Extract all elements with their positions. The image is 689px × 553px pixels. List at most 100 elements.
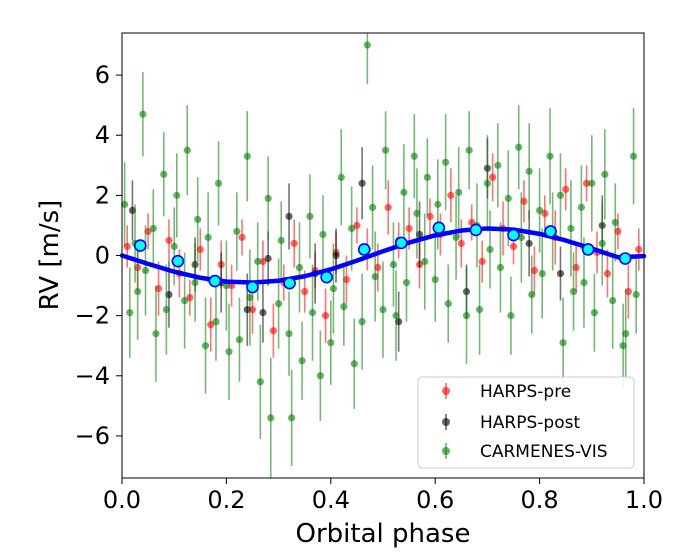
carmenes-vis-point [358, 318, 366, 326]
carmenes-vis-point [256, 378, 264, 386]
binned-point [544, 225, 557, 238]
harps-pre-point [530, 266, 538, 275]
harps-pre-point [186, 293, 194, 302]
harps-pre-point [321, 312, 330, 320]
carmenes-vis-point [609, 297, 617, 305]
carmenes-vis-point [183, 146, 191, 154]
carmenes-vis-point [212, 318, 220, 326]
y-axis-label: RV [m/s] [35, 200, 65, 311]
carmenes-vis-point [152, 330, 160, 338]
carmenes-vis-point [494, 161, 502, 169]
binned-point [507, 228, 520, 242]
carmenes-vis-point [590, 309, 599, 317]
carmenes-vis-point [285, 330, 293, 338]
carmenes-vis-point [515, 143, 523, 151]
carmenes-vis-point [504, 194, 512, 202]
carmenes-vis-point [319, 230, 327, 239]
legend-entry-harps-pre: HARPS-pre [442, 382, 571, 402]
binned-point [133, 239, 147, 252]
harps-pre-point [269, 327, 277, 335]
harps-pre-point [123, 242, 131, 251]
carmenes-vis-point [149, 224, 157, 233]
carmenes-vis-point [629, 152, 638, 160]
carmenes-vis-point [483, 179, 491, 187]
harps-pre-point [457, 239, 465, 248]
harps-pre-point [290, 239, 298, 248]
carmenes-vis-point [327, 339, 335, 347]
harps-pre-point [541, 209, 549, 218]
harps-post-point [264, 254, 272, 263]
legend-label-harps-pre: HARPS-pre [480, 382, 571, 402]
harps-pre-point [572, 263, 580, 272]
carmenes-vis-point [569, 287, 578, 296]
harps-pre-point [603, 269, 612, 278]
carmenes-vis-point [556, 191, 565, 199]
carmenes-vis-point [442, 158, 450, 166]
binned-point [394, 236, 408, 250]
carmenes-vis-point [559, 339, 567, 347]
carmenes-vis-point [201, 342, 210, 350]
x-tick-label: 0.8 [521, 486, 559, 514]
carmenes-vis-point [254, 257, 262, 266]
carmenes-vis-point [246, 293, 254, 302]
carmenes-vis-point [423, 173, 431, 181]
y-tick-label: 2 [95, 181, 110, 209]
y-tick-label: 4 [95, 121, 110, 149]
binned-point [469, 223, 483, 237]
carmenes-vis-point [465, 146, 473, 154]
carmenes-vis-point [233, 227, 241, 236]
carmenes-vis-point [525, 167, 533, 175]
harps-pre-point [489, 173, 497, 181]
binned-point [171, 254, 185, 268]
harps-post-point [415, 230, 424, 239]
carmenes-vis-point [264, 194, 272, 202]
carmenes-vis-point [538, 269, 546, 278]
carmenes-vis-point [329, 284, 338, 293]
carmenes-vis-point [337, 173, 345, 181]
carmenes-vis-point [421, 257, 429, 266]
carmenes-vis-point [194, 215, 202, 224]
x-tick-label: 0.4 [312, 486, 350, 514]
legend-box [417, 376, 635, 469]
carmenes-vis-point [598, 239, 606, 248]
harps-pre-point [259, 257, 267, 266]
x-tick-label: 0.6 [416, 486, 454, 514]
harps-pre-point [562, 185, 570, 193]
x-tick-label: 0.0 [103, 486, 141, 514]
carmenes-vis-point [567, 224, 575, 233]
carmenes-vis-point [632, 290, 640, 299]
binned-point [246, 280, 259, 294]
y-tick-label: −2 [75, 302, 110, 330]
harps-pre-point [624, 287, 632, 296]
harps-pre-point [207, 321, 215, 329]
harps-pre-point [447, 191, 455, 199]
carmenes-vis-point [400, 188, 408, 196]
harps-post-point [259, 309, 267, 317]
carmenes-vis-point [235, 336, 244, 344]
legend-label-harps-post: HARPS-post [480, 413, 580, 433]
legend-label-carmenes-vis: CARMENES-VIS [480, 442, 608, 462]
carmenes-vis-point [588, 179, 596, 187]
harps-pre-point [405, 224, 413, 233]
carmenes-vis-point [275, 300, 283, 308]
carmenes-vis-point [295, 263, 304, 272]
carmenes-vis-point [389, 260, 398, 269]
binned-point [357, 243, 371, 256]
y-tick-label: −4 [75, 362, 110, 390]
carmenes-vis-point [173, 191, 181, 199]
carmenes-vis-point [204, 233, 212, 242]
harps-post-point [332, 251, 340, 260]
carmenes-vis-point [475, 306, 484, 314]
carmenes-vis-point [121, 200, 129, 208]
carmenes-vis-point [181, 297, 189, 305]
binned-point [432, 221, 446, 235]
carmenes-vis-point [308, 309, 317, 317]
carmenes-vis-point [444, 300, 452, 308]
harps-post-point [358, 179, 366, 187]
carmenes-vis-point [277, 236, 285, 245]
harps-pre-point [509, 242, 518, 251]
y-tick-label: −6 [75, 422, 110, 450]
harps-post-point [285, 212, 293, 221]
binned-point [320, 270, 333, 284]
harps-pre-point [614, 227, 622, 236]
